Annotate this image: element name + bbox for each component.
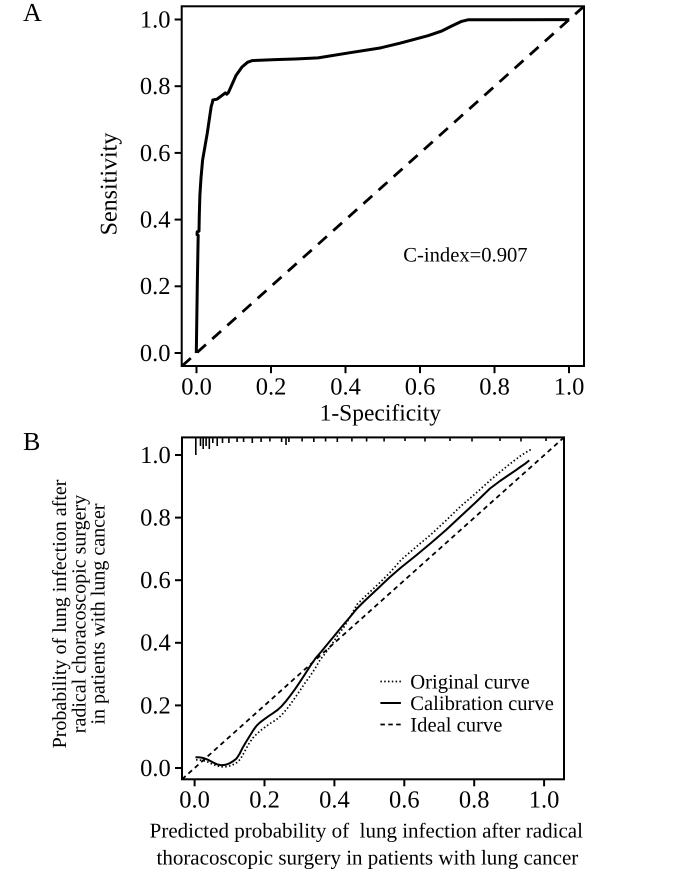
svg-text:C-index=0.907: C-index=0.907 bbox=[403, 244, 527, 266]
svg-text:0.6: 0.6 bbox=[140, 567, 171, 594]
svg-text:0.2: 0.2 bbox=[140, 692, 171, 719]
svg-text:0.2: 0.2 bbox=[249, 786, 280, 813]
svg-text:A: A bbox=[23, 0, 42, 27]
svg-text:0.6: 0.6 bbox=[389, 786, 420, 813]
svg-text:0.2: 0.2 bbox=[256, 374, 287, 401]
svg-text:Ideal curve: Ideal curve bbox=[410, 715, 502, 737]
svg-text:Sensitivity: Sensitivity bbox=[97, 133, 123, 236]
svg-text:in patients with lung cancer: in patients with lung cancer bbox=[88, 503, 110, 724]
svg-text:0.8: 0.8 bbox=[140, 505, 171, 532]
svg-text:0.6: 0.6 bbox=[140, 140, 171, 167]
svg-text:Original curve: Original curve bbox=[410, 672, 530, 694]
svg-text:0.0: 0.0 bbox=[140, 755, 171, 782]
svg-text:Calibration curve: Calibration curve bbox=[410, 693, 554, 715]
svg-text:0.2: 0.2 bbox=[140, 273, 171, 300]
svg-text:1-Specificity: 1-Specificity bbox=[320, 400, 442, 426]
svg-text:0.4: 0.4 bbox=[330, 374, 361, 401]
svg-text:0.0: 0.0 bbox=[140, 340, 171, 367]
svg-text:1.0: 1.0 bbox=[140, 442, 171, 469]
svg-text:0.4: 0.4 bbox=[140, 630, 171, 657]
svg-text:0.8: 0.8 bbox=[140, 73, 171, 100]
svg-text:1.0: 1.0 bbox=[529, 786, 560, 813]
svg-text:thoracoscopic surgery in patie: thoracoscopic surgery in patients with l… bbox=[156, 846, 578, 870]
svg-text:0.8: 0.8 bbox=[459, 786, 490, 813]
svg-text:0.6: 0.6 bbox=[405, 374, 436, 401]
svg-text:0.0: 0.0 bbox=[181, 374, 212, 401]
svg-text:0.4: 0.4 bbox=[319, 786, 350, 813]
svg-text:Probability of lung infection: Probability of lung infection after bbox=[49, 479, 71, 748]
svg-text:1.0: 1.0 bbox=[554, 374, 585, 401]
svg-text:Predicted probability of lung: Predicted probability of lung infection … bbox=[150, 819, 583, 843]
svg-text:0.8: 0.8 bbox=[479, 374, 510, 401]
svg-text:B: B bbox=[23, 427, 40, 456]
svg-text:1.0: 1.0 bbox=[140, 6, 171, 33]
svg-text:radical choracoscopic surgery: radical choracoscopic surgery bbox=[68, 495, 90, 733]
svg-text:0.4: 0.4 bbox=[140, 207, 171, 234]
svg-text:0.0: 0.0 bbox=[179, 786, 210, 813]
